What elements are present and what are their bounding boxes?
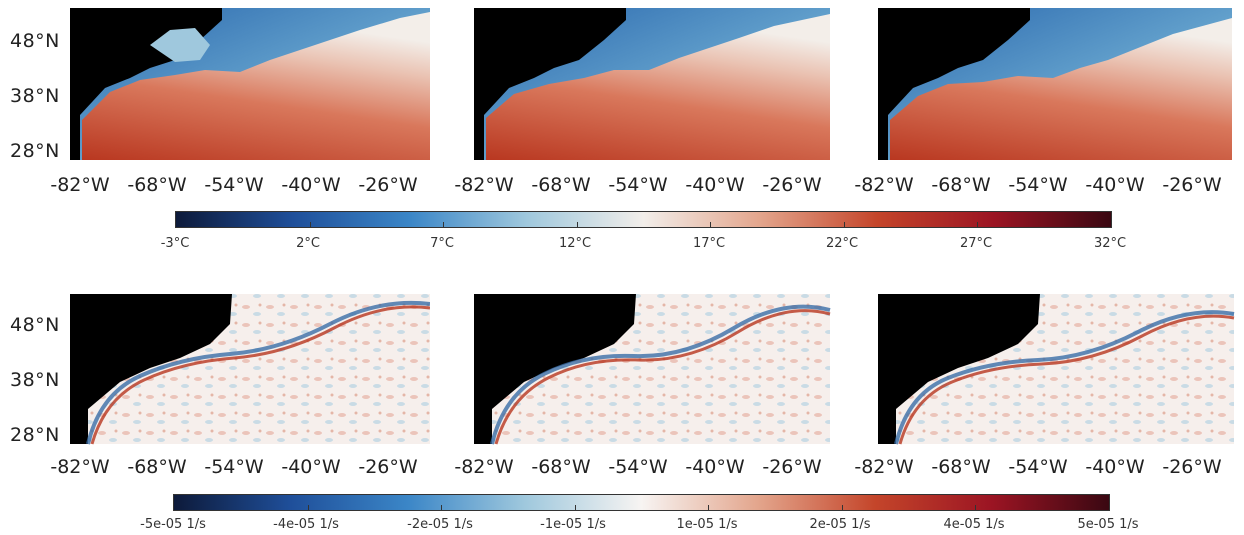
- vorticity-panel-1: [0, 284, 430, 484]
- lon-label: -82°W: [854, 174, 914, 196]
- vorticity-map-3: [878, 294, 1235, 445]
- lon-label: -54°W: [1008, 456, 1068, 478]
- lat-label-38-row1: 38°N: [10, 85, 60, 107]
- lon-label: -40°W: [685, 174, 745, 196]
- lon-label: -68°W: [531, 174, 591, 196]
- lat-label-38-row2: 38°N: [10, 369, 60, 391]
- vorticity-panel-2: [404, 284, 834, 484]
- colorbar-label: -3°C: [160, 236, 190, 251]
- colorbar-label: 4e-05 1/s: [943, 517, 1005, 532]
- colorbar-tick: [575, 505, 576, 510]
- colorbar-tick: [710, 222, 711, 227]
- lon-label: -26°W: [358, 174, 418, 196]
- temperature-panel-3: [808, 0, 1238, 200]
- colorbar-label: 2°C: [296, 236, 320, 251]
- temperature-panel-2: [404, 0, 834, 200]
- lon-label: -68°W: [931, 456, 991, 478]
- temperature-map-1: [70, 8, 430, 160]
- colorbar-label: 7°C: [430, 236, 454, 251]
- lon-label: -40°W: [685, 456, 745, 478]
- colorbar-tick: [441, 505, 442, 510]
- lon-label: -54°W: [204, 174, 264, 196]
- colorbar-label: 22°C: [825, 236, 859, 251]
- colorbar-tick: [577, 222, 578, 227]
- vorticity-panel-3: [808, 284, 1238, 484]
- colorbar-tick: [844, 222, 845, 227]
- lon-label: -40°W: [281, 174, 341, 196]
- lon-label: -68°W: [127, 456, 187, 478]
- lon-label: -68°W: [931, 174, 991, 196]
- lon-label: -82°W: [454, 174, 514, 196]
- temperature-map-3: [878, 8, 1232, 160]
- colorbar-label: -4e-05 1/s: [273, 517, 339, 532]
- temperature-colorbar: [175, 211, 1112, 228]
- lon-label: -26°W: [762, 174, 822, 196]
- lat-label-48-row1: 48°N: [10, 30, 60, 52]
- lon-label: -26°W: [1162, 174, 1222, 196]
- colorbar-label: 17°C: [692, 236, 726, 251]
- lon-label: -54°W: [608, 456, 668, 478]
- vorticity-colorbar: [173, 494, 1110, 511]
- colorbar-label: 2e-05 1/s: [809, 517, 871, 532]
- lon-label: -54°W: [204, 456, 264, 478]
- colorbar-tick: [443, 222, 444, 227]
- lon-label: -40°W: [1085, 456, 1145, 478]
- colorbar-label: -2e-05 1/s: [407, 517, 473, 532]
- colorbar-label: 1e-05 1/s: [676, 517, 738, 532]
- lat-label-48-row2: 48°N: [10, 314, 60, 336]
- colorbar-label: 32°C: [1093, 236, 1127, 251]
- lon-label: -54°W: [608, 174, 668, 196]
- lon-label: -68°W: [531, 456, 591, 478]
- lon-label: -26°W: [358, 456, 418, 478]
- lon-label: -82°W: [854, 456, 914, 478]
- colorbar-label: -1e-05 1/s: [540, 517, 606, 532]
- colorbar-tick: [842, 505, 843, 510]
- colorbar-label: 5e-05 1/s: [1077, 517, 1139, 532]
- colorbar-tick: [708, 505, 709, 510]
- colorbar-tick: [975, 505, 976, 510]
- lon-label: -40°W: [1085, 174, 1145, 196]
- temperature-panel-1: [0, 0, 430, 200]
- colorbar-tick: [308, 505, 309, 510]
- lon-label: -26°W: [1162, 456, 1222, 478]
- lon-label: -26°W: [762, 456, 822, 478]
- lon-label: -40°W: [281, 456, 341, 478]
- lon-label: -82°W: [50, 456, 110, 478]
- lon-label: -82°W: [454, 456, 514, 478]
- vorticity-map-2: [474, 294, 831, 445]
- colorbar-tick: [977, 222, 978, 227]
- colorbar-label: 12°C: [558, 236, 592, 251]
- colorbar-tick: [310, 222, 311, 227]
- lon-label: -82°W: [50, 174, 110, 196]
- colorbar-label: 27°C: [959, 236, 993, 251]
- vorticity-map-1: [70, 294, 430, 445]
- temperature-map-2: [474, 8, 830, 160]
- colorbar-label: -5e-05 1/s: [140, 517, 206, 532]
- lon-label: -54°W: [1008, 174, 1068, 196]
- lon-label: -68°W: [127, 174, 187, 196]
- lat-label-28-row2: 28°N: [10, 424, 60, 446]
- lat-label-28-row1: 28°N: [10, 140, 60, 162]
